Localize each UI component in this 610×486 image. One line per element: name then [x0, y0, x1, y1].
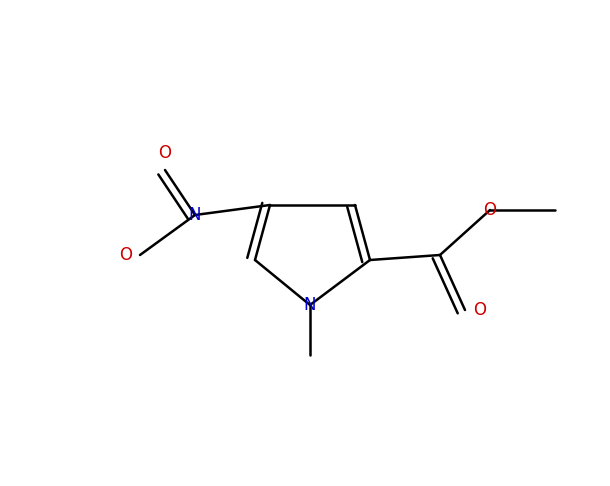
Text: N: N	[304, 296, 316, 314]
Text: O: O	[473, 301, 486, 319]
Text: O: O	[484, 201, 497, 219]
Text: O: O	[159, 144, 171, 162]
Text: N: N	[188, 206, 201, 224]
Text: O: O	[119, 246, 132, 264]
